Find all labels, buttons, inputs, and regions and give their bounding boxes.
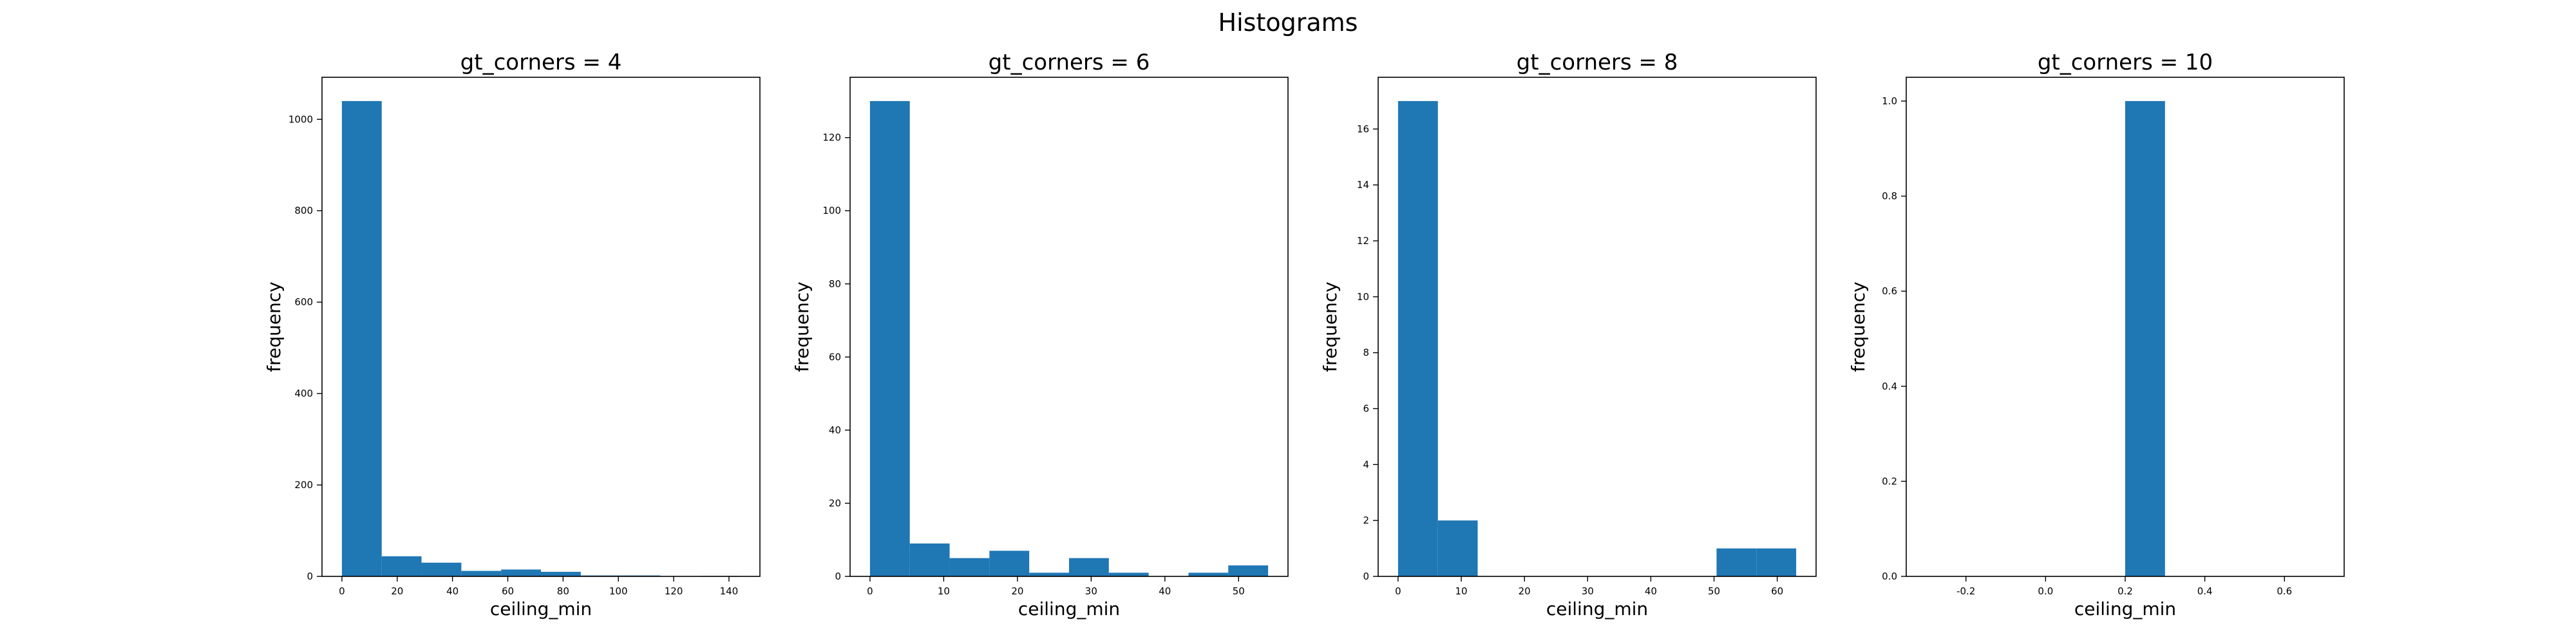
y-tick-label: 1000: [289, 113, 313, 125]
y-tick-label: 0.4: [1882, 381, 1897, 392]
y-axis-label: frequency: [1848, 281, 1869, 372]
y-tick-label: 20: [829, 497, 841, 509]
histogram-bar: [1069, 558, 1109, 576]
x-tick-label: 0.6: [2277, 585, 2292, 597]
x-axis-label: ceiling_min: [1546, 598, 1648, 620]
panel-title: gt_corners = 8: [1517, 50, 1678, 75]
y-axis-label: frequency: [1320, 281, 1341, 372]
y-tick-label: 100: [822, 205, 841, 216]
axes-frame: [849, 77, 1289, 577]
x-tick-label: 40: [446, 585, 459, 597]
x-tick-label: 120: [665, 585, 683, 597]
x-tick-label: 60: [502, 585, 514, 597]
subplot-grid: 0 20 40 60 80 100 120 14002004006008001000gt_co…: [263, 50, 2345, 620]
y-tick-label: 8: [1363, 347, 1369, 359]
x-tick-label: 20: [1519, 585, 1531, 597]
histogram-bar: [1188, 573, 1229, 576]
y-tick-label: 10: [1357, 291, 1369, 303]
figure-title: Histograms: [1218, 8, 1358, 37]
y-tick-label: 0: [835, 571, 841, 582]
y-tick-label: 600: [294, 296, 313, 308]
histogram-bar: [909, 543, 950, 576]
y-axis-label: frequency: [263, 281, 285, 372]
x-tick-label: 0.4: [2197, 585, 2213, 597]
histogram-bar: [461, 571, 502, 576]
y-tick-label: 400: [294, 388, 313, 399]
x-tick-label: 0.0: [2038, 585, 2053, 597]
x-tick-label: 60: [1771, 585, 1783, 597]
y-tick-label: 0: [307, 571, 313, 582]
x-tick-label: 10: [938, 585, 950, 597]
x-tick-label: 20: [391, 585, 403, 597]
histogram-bar: [869, 100, 910, 576]
x-tick-label: 80: [557, 585, 569, 597]
y-tick-label: 800: [294, 205, 313, 216]
x-tick-label: -0.2: [1956, 585, 1975, 597]
y-tick-label: 14: [1357, 179, 1369, 191]
x-tick-label: 0: [867, 585, 873, 597]
histogram-bar: [341, 100, 382, 576]
x-axis-label: ceiling_min: [1018, 598, 1120, 620]
x-tick-label: 140: [720, 585, 739, 597]
histogram-bar: [501, 569, 541, 576]
x-axis-label: ceiling_min: [490, 598, 592, 620]
x-tick-label: 50: [1233, 585, 1245, 597]
y-tick-label: 16: [1357, 123, 1369, 135]
histogram-bar: [989, 551, 1030, 576]
y-tick-label: 40: [829, 424, 841, 436]
x-tick-label: 20: [1011, 585, 1023, 597]
axes-frame: [321, 77, 761, 577]
y-tick-label: 4: [1363, 459, 1369, 470]
x-tick-label: 30: [1582, 585, 1594, 597]
x-tick-label: 10: [1455, 585, 1467, 597]
histogram-panel-2: 0 10 20 30 40 50 0 20 40 60 80 100 120 gt_corners = 6…: [791, 50, 1289, 620]
y-tick-label: 80: [829, 278, 841, 290]
y-tick-label: 0.2: [1882, 475, 1897, 487]
y-tick-label: 6: [1363, 402, 1369, 414]
panel-title: gt_corners = 10: [2038, 50, 2213, 75]
histogram-panel-3: 0 10 20 30 40 50 60 0 2 4 6 8 10 12 14 16 gt_corners = 8…: [1320, 50, 1817, 620]
y-axis-label: frequency: [791, 281, 813, 372]
axes-frame: [1378, 77, 1817, 577]
x-axis-label: ceiling_min: [2074, 598, 2176, 620]
histogram-bar: [1756, 548, 1797, 576]
histogram-bar: [949, 558, 990, 576]
y-tick-label: 1.0: [1882, 95, 1897, 107]
histogram-bar: [421, 562, 462, 576]
y-tick-label: 12: [1357, 235, 1369, 247]
y-tick-label: 60: [829, 351, 841, 363]
x-tick-label: 30: [1085, 585, 1097, 597]
y-tick-label: 120: [822, 132, 841, 144]
histogram-bar: [1437, 520, 1478, 576]
x-tick-label: 0.2: [2117, 585, 2133, 597]
histogram-bar: [1397, 100, 1438, 576]
x-tick-label: 100: [609, 585, 628, 597]
y-tick-label: 0.0: [1882, 571, 1897, 582]
histogram-bar: [1716, 548, 1757, 576]
panel-title: gt_corners = 4: [460, 50, 622, 75]
histogram-bar: [541, 571, 581, 576]
histogram-bar: [1228, 565, 1269, 576]
histogram-bar: [381, 556, 422, 576]
y-tick-label: 0.6: [1882, 285, 1897, 297]
x-tick-label: 50: [1708, 585, 1720, 597]
panel-title: gt_corners = 6: [989, 50, 1150, 75]
histogram-bar: [1029, 573, 1069, 576]
y-tick-label: 2: [1363, 515, 1369, 526]
y-tick-label: 200: [294, 479, 313, 491]
histogram-panel-1: 0 20 40 60 80 100 120 140 0 200 400 600 800 1000 gt_co…: [263, 50, 761, 620]
y-tick-label: 0.8: [1882, 191, 1897, 202]
x-tick-label: 40: [1645, 585, 1657, 597]
histogram-bar: [1108, 573, 1149, 576]
histogram-bar: [2125, 100, 2165, 576]
x-tick-label: 0: [1395, 585, 1401, 597]
histogram-panel-4: -0.2 0.0 0.2 0.4 0.6 0.0 0.2 0.4 0.6 0.8 1.0 gt_cor…: [1848, 50, 2345, 620]
x-tick-label: 0: [339, 585, 345, 597]
x-tick-label: 40: [1159, 585, 1171, 597]
y-tick-label: 0: [1363, 571, 1369, 582]
